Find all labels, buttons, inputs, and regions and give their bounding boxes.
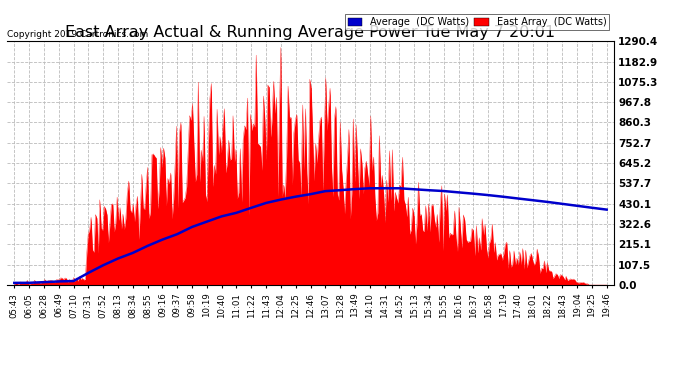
Text: Copyright 2019 Cartronics.com: Copyright 2019 Cartronics.com [7, 30, 148, 39]
Legend: Average  (DC Watts), East Array  (DC Watts): Average (DC Watts), East Array (DC Watts… [345, 14, 609, 30]
Title: East Array Actual & Running Average Power Tue May 7 20:01: East Array Actual & Running Average Powe… [66, 25, 555, 40]
